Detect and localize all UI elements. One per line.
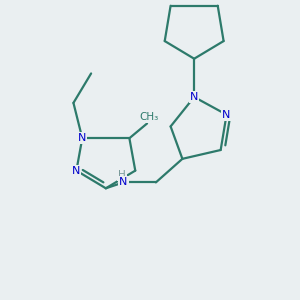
- Text: CH₃: CH₃: [139, 112, 158, 122]
- Text: N: N: [190, 92, 198, 102]
- Text: N: N: [222, 110, 231, 120]
- Text: H: H: [118, 170, 126, 180]
- Text: N: N: [72, 166, 81, 176]
- Text: N: N: [119, 177, 128, 188]
- Text: N: N: [78, 133, 86, 143]
